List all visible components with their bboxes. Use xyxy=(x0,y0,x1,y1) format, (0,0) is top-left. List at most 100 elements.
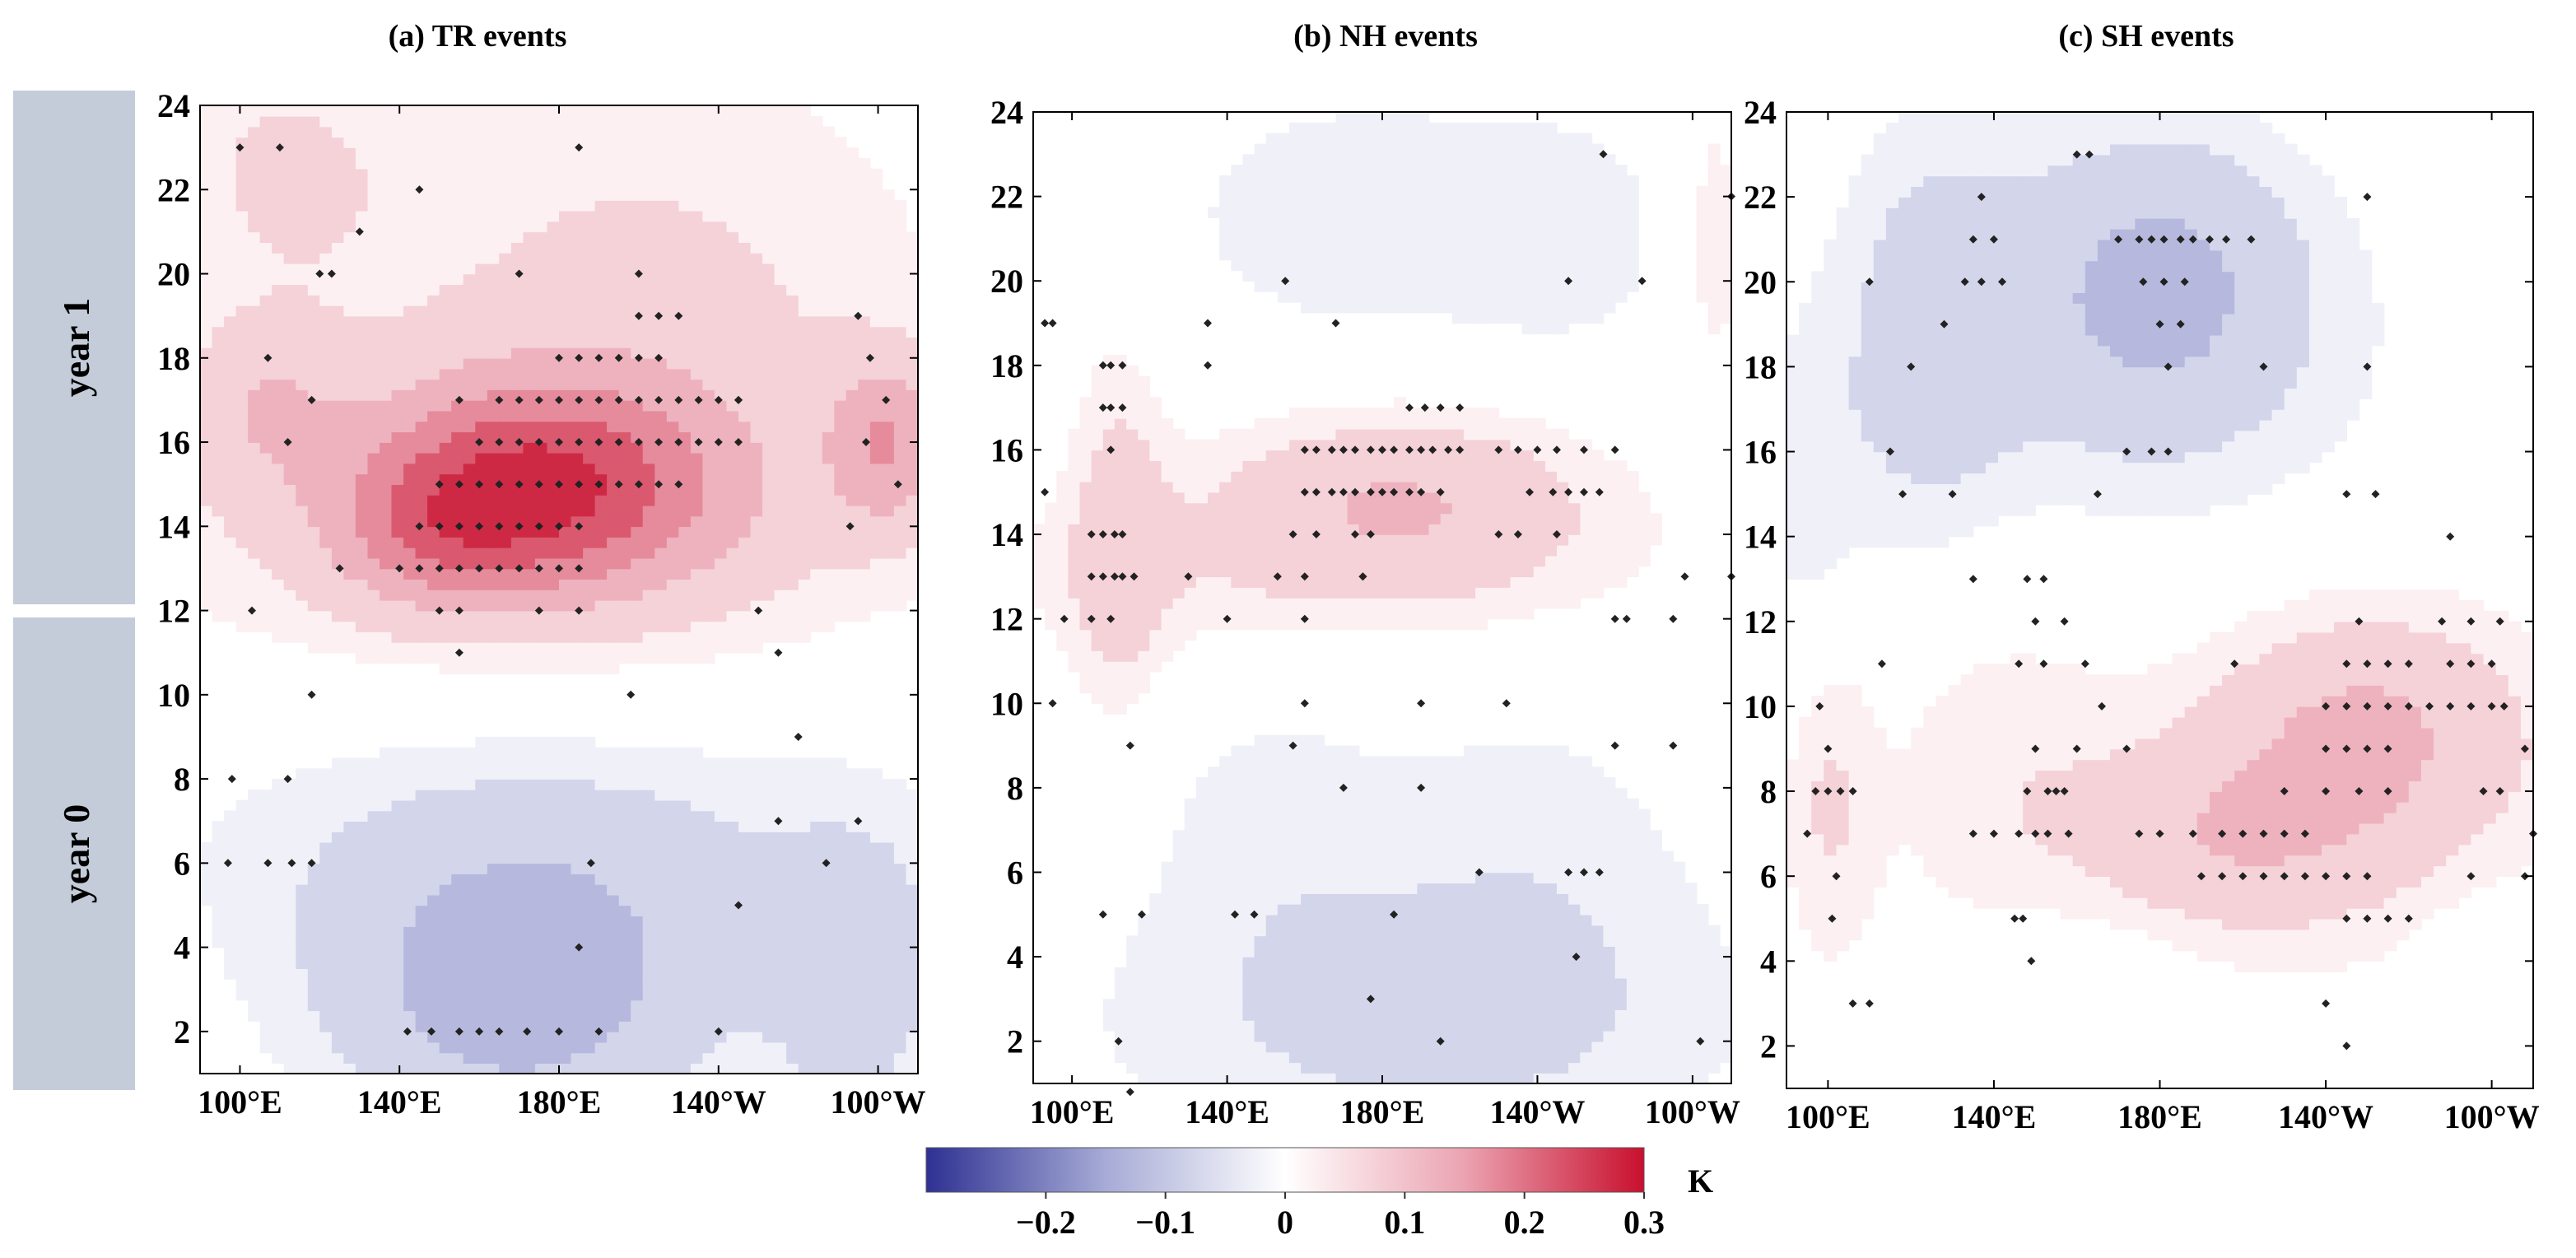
heatmap-cell xyxy=(547,179,560,191)
heatmap-cell xyxy=(427,852,440,864)
heatmap-cell xyxy=(594,231,608,243)
heatmap-cell xyxy=(415,505,428,517)
heatmap-cell xyxy=(283,557,296,570)
heatmap-cell xyxy=(248,473,261,485)
heatmap-cell xyxy=(774,421,787,433)
heatmap-cell xyxy=(822,841,835,854)
heatmap-cell xyxy=(391,631,404,643)
heatmap-cell xyxy=(882,599,895,612)
heatmap-cell xyxy=(415,305,428,317)
heatmap-cell xyxy=(594,821,608,832)
heatmap-cell xyxy=(487,799,501,812)
heatmap-cell xyxy=(391,179,404,191)
heatmap-cell xyxy=(559,789,572,801)
heatmap-cell xyxy=(380,484,393,496)
heatmap-cell xyxy=(750,894,763,906)
heatmap-cell xyxy=(475,799,488,812)
heatmap-cell xyxy=(834,515,847,528)
heatmap-cell xyxy=(296,242,309,254)
heatmap-cell xyxy=(738,832,752,843)
heatmap-cell xyxy=(391,1041,404,1054)
heatmap-cell xyxy=(845,505,859,517)
heatmap-cell xyxy=(487,779,501,790)
heatmap-cell xyxy=(307,768,321,780)
heatmap-cell xyxy=(893,863,907,874)
heatmap-cell xyxy=(534,263,548,275)
heatmap-cell xyxy=(343,515,356,528)
heatmap-cell xyxy=(607,1063,620,1074)
heatmap-cell xyxy=(678,1010,692,1022)
heatmap-cell xyxy=(654,947,668,959)
heatmap-cell xyxy=(882,547,895,559)
heatmap-cell xyxy=(415,463,428,475)
heatmap-cell xyxy=(200,337,213,348)
heatmap-cell xyxy=(367,631,380,643)
heatmap-cell xyxy=(200,410,213,422)
heatmap-cell xyxy=(547,379,560,390)
heatmap-cell xyxy=(200,389,213,401)
heatmap-cell xyxy=(427,168,440,180)
heatmap-cell xyxy=(343,452,356,464)
heatmap-cell xyxy=(283,821,296,832)
heatmap-cell xyxy=(272,295,285,306)
heatmap-cell xyxy=(571,273,584,286)
heatmap-cell xyxy=(738,537,752,548)
heatmap-cell xyxy=(822,295,835,306)
heatmap-cell xyxy=(283,105,296,117)
heatmap-cell xyxy=(642,200,655,212)
heatmap-cell xyxy=(403,936,417,948)
heatmap-cell xyxy=(738,137,752,148)
significance-dot xyxy=(495,480,504,489)
heatmap-cell xyxy=(367,399,380,412)
heatmap-cell xyxy=(523,757,536,770)
heatmap-cell xyxy=(738,315,752,328)
heatmap-cell xyxy=(367,936,380,948)
heatmap-cell xyxy=(738,505,752,517)
heatmap-cell xyxy=(571,747,584,759)
heatmap-cell xyxy=(607,537,620,548)
heatmap-cell xyxy=(810,621,823,632)
heatmap-cell xyxy=(714,968,728,980)
heatmap-cell xyxy=(391,621,404,632)
heatmap-cell xyxy=(702,347,715,359)
heatmap-cell xyxy=(272,1021,285,1032)
heatmap-cell xyxy=(714,495,728,506)
heatmap-cell xyxy=(893,515,907,528)
heatmap-cell xyxy=(810,979,823,990)
heatmap-cell xyxy=(427,515,440,528)
heatmap-cell xyxy=(750,326,763,338)
heatmap-cell xyxy=(534,589,548,601)
heatmap-cell xyxy=(750,315,763,328)
heatmap-cell xyxy=(319,863,333,874)
heatmap-cell xyxy=(858,168,871,180)
heatmap-cell xyxy=(439,115,452,128)
heatmap-cell xyxy=(451,610,464,622)
heatmap-cell xyxy=(738,999,752,1012)
heatmap-cell xyxy=(343,631,356,643)
heatmap-cell xyxy=(726,547,739,559)
heatmap-cell xyxy=(212,852,225,864)
significance-dot xyxy=(575,143,584,152)
heatmap-cell xyxy=(415,968,428,980)
heatmap-cell xyxy=(427,841,440,854)
heatmap-cell xyxy=(750,305,763,317)
heatmap-cell xyxy=(200,484,213,496)
heatmap-cell xyxy=(654,863,668,874)
heatmap-cell xyxy=(654,1021,668,1032)
heatmap-cell xyxy=(534,1010,548,1022)
heatmap-cell xyxy=(380,253,393,264)
heatmap-cell xyxy=(510,157,524,170)
heatmap-cell xyxy=(235,242,249,254)
heatmap-cell xyxy=(906,957,919,969)
heatmap-cell xyxy=(331,431,345,443)
heatmap-cell xyxy=(403,757,417,770)
heatmap-cell xyxy=(331,231,345,243)
heatmap-cell xyxy=(654,757,668,770)
heatmap-cell xyxy=(355,589,369,601)
heatmap-cell xyxy=(559,1052,572,1064)
heatmap-cell xyxy=(439,916,452,927)
heatmap-cell xyxy=(487,757,501,770)
heatmap-cell xyxy=(774,905,787,917)
heatmap-cell xyxy=(654,368,668,380)
heatmap-cell xyxy=(678,399,692,412)
